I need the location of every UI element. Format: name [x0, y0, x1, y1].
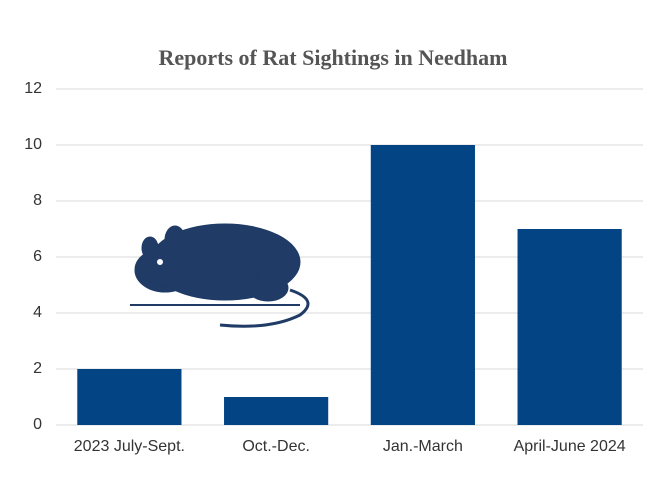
- x-tick-label: Oct.-Dec.: [242, 438, 310, 455]
- bar: [370, 145, 475, 425]
- y-tick-label: 10: [24, 136, 42, 153]
- bar: [224, 397, 329, 425]
- chart-title: Reports of Rat Sightings in Needham: [159, 45, 508, 70]
- x-tick-label: Jan.-March: [383, 438, 463, 455]
- x-tick-label: 2023 July-Sept.: [74, 438, 185, 455]
- x-tick-label: April-June 2024: [514, 438, 626, 455]
- y-tick-label: 12: [24, 80, 42, 97]
- y-tick-label: 4: [33, 304, 42, 321]
- bar: [517, 229, 622, 425]
- y-tick-label: 2: [33, 360, 42, 377]
- rat-illustration: [130, 223, 310, 328]
- y-tick-label: 6: [33, 248, 42, 265]
- bar: [77, 369, 182, 425]
- y-tick-label: 8: [33, 192, 42, 209]
- y-tick-label: 0: [33, 416, 42, 433]
